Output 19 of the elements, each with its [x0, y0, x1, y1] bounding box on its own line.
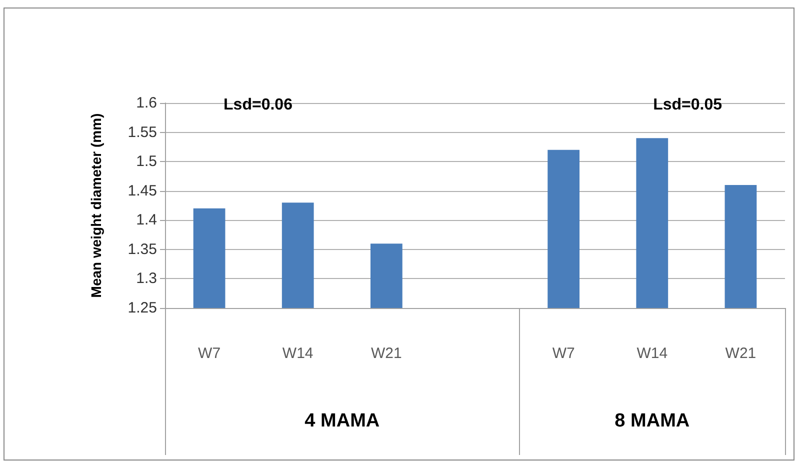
- x-tick-label: W7: [552, 345, 575, 362]
- y-tick-label: 1.55: [128, 124, 157, 141]
- x-tick-label: W14: [282, 345, 314, 362]
- y-tick-label: 1.45: [128, 182, 157, 200]
- x-tick-label: W21: [371, 345, 402, 362]
- y-tick-label: 1.3: [136, 270, 157, 288]
- y-tick-label: 1.25: [128, 300, 157, 316]
- x-tick-label: W14: [636, 345, 668, 362]
- annotation: Lsd=0.06: [224, 96, 293, 114]
- annotation: Lsd=0.05: [653, 96, 722, 114]
- y-axis-title: Mean weight diameter (mm): [88, 113, 104, 298]
- y-tick-label: 1.5: [136, 153, 157, 170]
- x-tick-label: W21: [725, 345, 756, 362]
- text: 8 MAMA: [614, 410, 690, 432]
- y-tick-label: 1.4: [136, 212, 157, 229]
- x-tick-label: W7: [198, 345, 221, 362]
- text: 4 MAMA: [304, 410, 380, 432]
- y-tick-label: 1.35: [128, 240, 157, 258]
- y-tick-label: 1.6: [136, 94, 157, 112]
